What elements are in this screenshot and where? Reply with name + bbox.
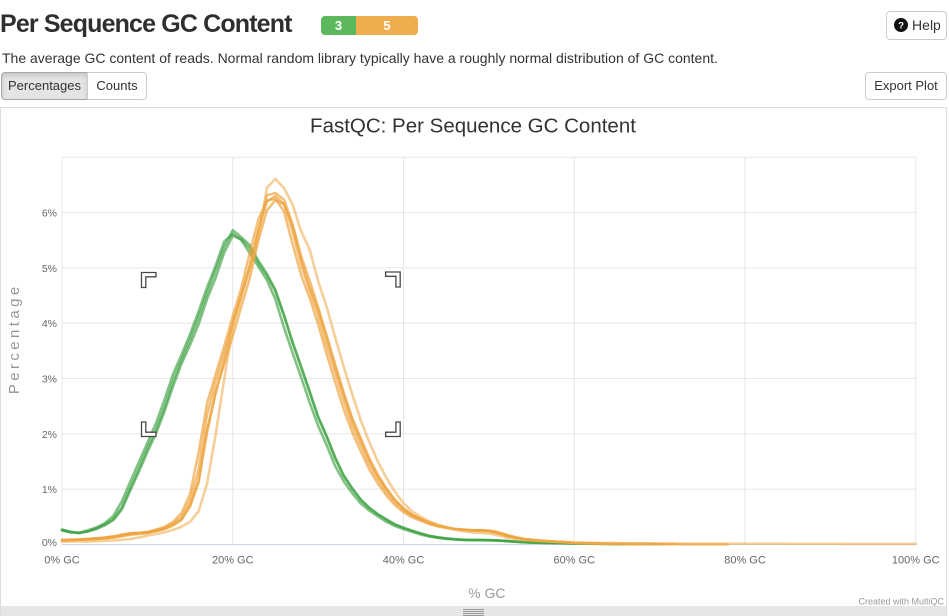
svg-text:40% GC: 40% GC [383,555,425,567]
svg-text:?: ? [898,21,904,32]
svg-text:6%: 6% [42,208,57,220]
svg-text:FastQC: Per Sequence GC Conten: FastQC: Per Sequence GC Content [310,114,636,137]
svg-text:Percentage: Percentage [6,283,23,394]
svg-text:5%: 5% [42,263,57,275]
svg-text:1%: 1% [42,484,57,496]
svg-text:80% GC: 80% GC [724,555,766,567]
svg-text:4%: 4% [42,318,57,330]
svg-text:Created with MultiQC: Created with MultiQC [858,597,944,607]
svg-text:0%: 0% [42,537,57,549]
svg-text:0% GC: 0% GC [44,555,80,567]
svg-text:20% GC: 20% GC [212,555,254,567]
svg-text:% GC: % GC [468,585,505,601]
svg-text:60% GC: 60% GC [553,555,595,567]
svg-text:2%: 2% [42,429,57,441]
svg-text:100% GC: 100% GC [892,555,940,567]
svg-text:3%: 3% [42,374,57,386]
